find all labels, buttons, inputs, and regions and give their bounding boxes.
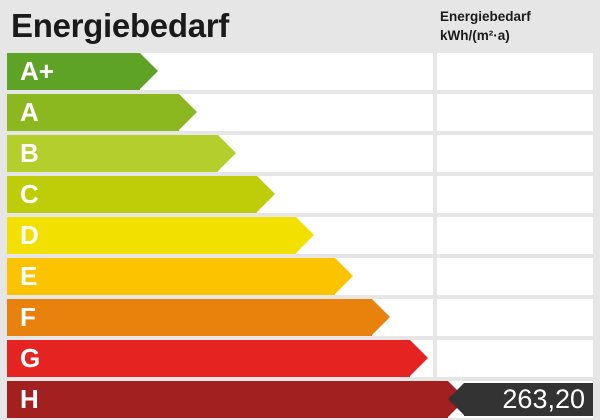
efficiency-class-row: B	[0, 135, 600, 172]
class-bar-body	[7, 217, 296, 254]
class-bar-body	[7, 176, 257, 213]
class-bar-arrow-tip	[335, 258, 353, 294]
efficiency-class-row: F	[0, 299, 600, 336]
row-value-cell	[437, 135, 593, 172]
class-letter: C	[20, 179, 39, 209]
row-value-cell	[437, 176, 593, 213]
class-bar-body	[7, 53, 140, 90]
class-bar-arrow-tip	[140, 53, 158, 89]
class-bar-arrow-tip	[410, 340, 428, 376]
class-bar-body	[7, 299, 372, 336]
class-letter: H	[20, 384, 39, 414]
row-value-cell	[437, 53, 593, 90]
unit-header: Energiebedarf kWh/(m²·a)	[440, 7, 590, 45]
class-bar-body	[7, 381, 448, 418]
efficiency-class-rows: A+ A B C D E F G H 263,20	[0, 53, 600, 418]
class-letter: B	[20, 138, 39, 168]
class-bar-body	[7, 340, 410, 377]
class-bar: D	[7, 217, 314, 254]
class-bar: H	[7, 381, 466, 418]
row-value-cell	[437, 94, 593, 131]
class-letter: A+	[20, 56, 54, 86]
class-bar-arrow-tip	[179, 94, 197, 130]
row-value-cell	[437, 217, 593, 254]
class-bar: C	[7, 176, 275, 213]
unit-header-line1: Energiebedarf	[440, 9, 531, 24]
label-header: Energiebedarf Energiebedarf kWh/(m²·a)	[0, 0, 600, 53]
class-bar: E	[7, 258, 353, 295]
class-bar-arrow-tip	[372, 299, 390, 335]
value-badge-body	[464, 383, 593, 416]
unit-header-line2: kWh/(m²·a)	[440, 28, 510, 43]
row-value-cell	[437, 258, 593, 295]
value-badge-pointer	[448, 383, 464, 415]
row-value-cell	[437, 340, 593, 377]
class-bar: A+	[7, 53, 158, 90]
efficiency-class-row: A+	[0, 53, 600, 90]
class-bar-arrow-tip	[257, 176, 275, 212]
value-badge: 263,20	[448, 383, 593, 416]
class-bar-body	[7, 135, 218, 172]
efficiency-class-row: H 263,20	[0, 381, 600, 418]
page-title: Energiebedarf	[11, 7, 229, 44]
class-bar-body	[7, 258, 335, 295]
efficiency-class-row: D	[0, 217, 600, 254]
class-letter: E	[20, 261, 38, 291]
efficiency-class-row: G	[0, 340, 600, 377]
value-badge-text: 263,20	[502, 384, 585, 414]
class-bar: A	[7, 94, 197, 131]
class-bar: F	[7, 299, 390, 336]
class-letter: G	[20, 343, 41, 373]
class-bar: B	[7, 135, 236, 172]
class-bar-arrow-tip	[296, 217, 314, 253]
class-bar-body	[7, 94, 179, 131]
efficiency-class-row: E	[0, 258, 600, 295]
class-letter: D	[20, 220, 39, 250]
class-letter: F	[20, 302, 36, 332]
efficiency-class-row: C	[0, 176, 600, 213]
class-bar: G	[7, 340, 428, 377]
row-value-cell	[437, 299, 593, 336]
class-bar-arrow-tip	[218, 135, 236, 171]
class-letter: A	[20, 97, 39, 127]
efficiency-class-row: A	[0, 94, 600, 131]
